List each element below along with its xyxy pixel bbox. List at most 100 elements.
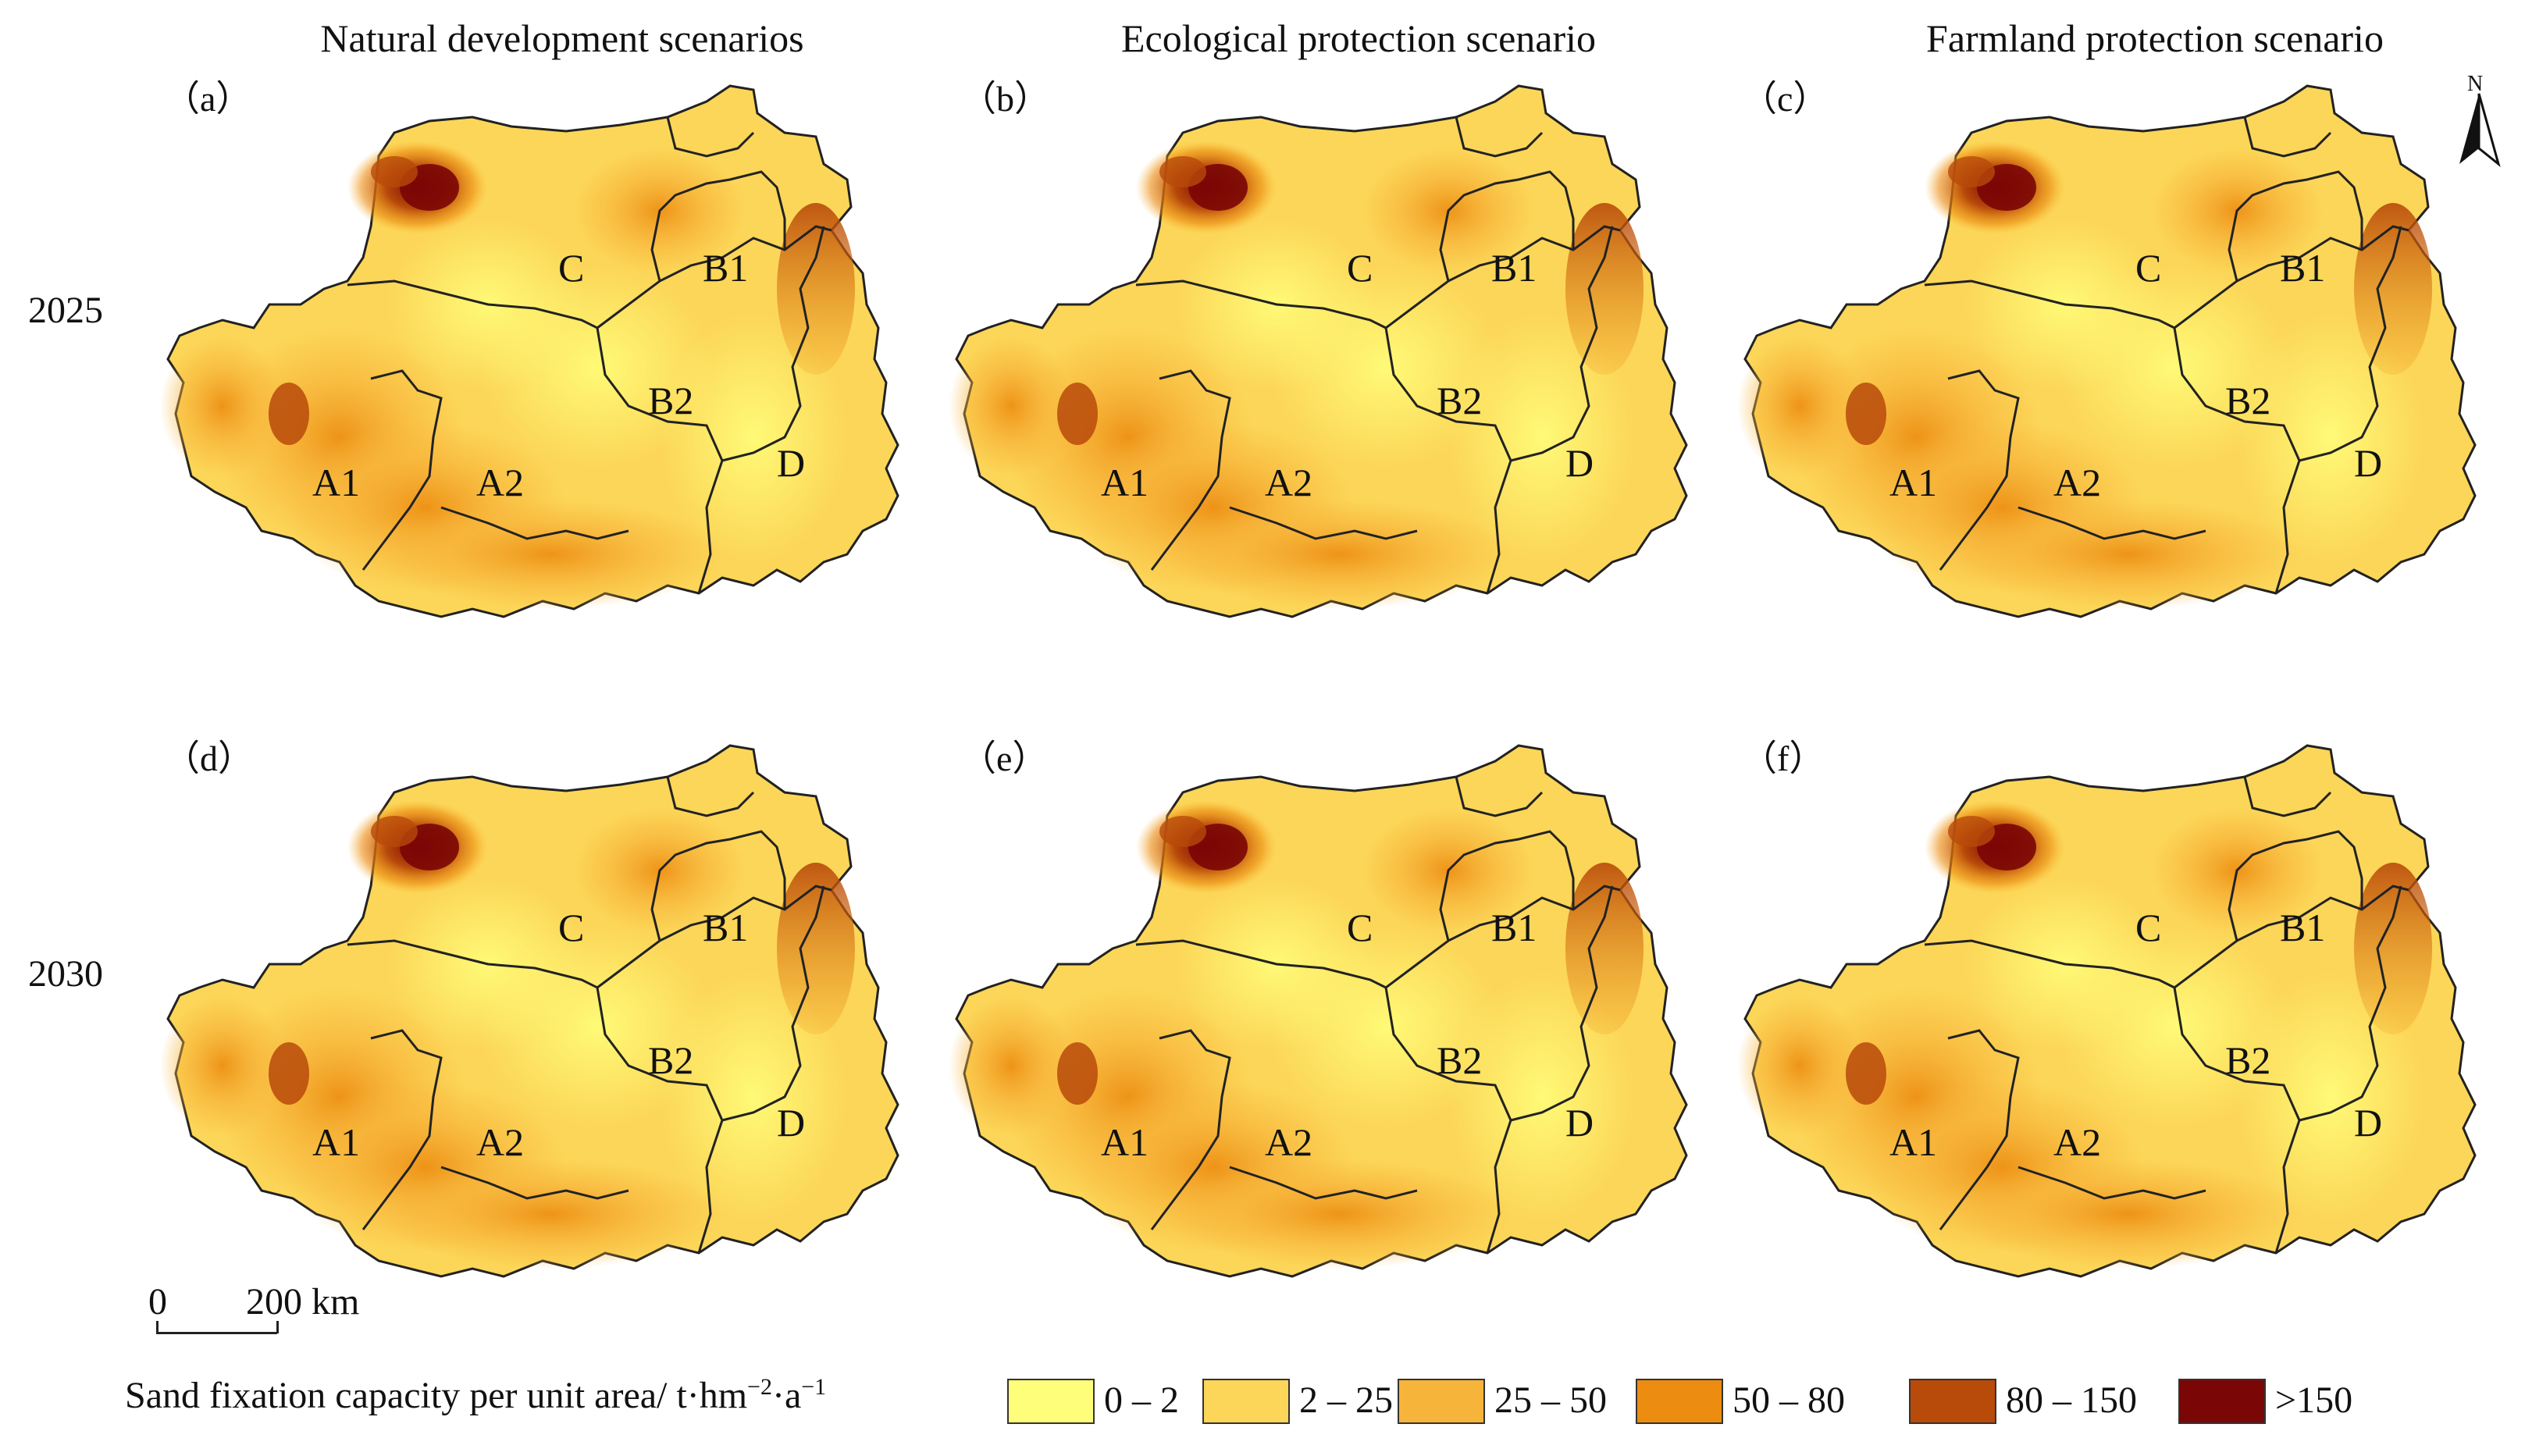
zone-boundary xyxy=(2018,1166,2206,1200)
map-panel-f xyxy=(1737,744,2477,1278)
zone-boundary xyxy=(1384,987,1512,1254)
zone-boundary xyxy=(1135,939,1387,989)
zone-label-a1: A1 xyxy=(312,1120,360,1164)
zone-label-b2: B2 xyxy=(1437,1038,1482,1082)
zone-boundary xyxy=(347,939,598,989)
zone-boundary xyxy=(1510,226,1614,462)
zone-label-c: C xyxy=(1347,246,1373,290)
zone-boundary xyxy=(597,885,832,989)
zone-boundary xyxy=(2173,327,2301,594)
zone-boundary xyxy=(2018,506,2206,540)
legend-swatch xyxy=(1202,1379,1290,1424)
zone-label-d: D xyxy=(777,1101,805,1145)
zone-boundary xyxy=(440,506,629,540)
zone-label-a2: A2 xyxy=(1265,1120,1312,1164)
row-label-2030: 2030 xyxy=(28,953,103,995)
legend-swatch xyxy=(1398,1379,1485,1424)
zone-boundary xyxy=(2243,776,2332,817)
zone-boundary xyxy=(1150,1029,1231,1230)
zone-label-c: C xyxy=(1347,906,1373,949)
legend-label: 80 – 150 xyxy=(2006,1379,2137,1421)
map-panel-c xyxy=(1737,84,2477,618)
zone-boundary xyxy=(2228,170,2363,282)
north-arrow-icon: N xyxy=(2459,72,2501,168)
zone-label-b1: B1 xyxy=(1491,246,1537,290)
zone-label-b1: B1 xyxy=(1491,906,1537,949)
zone-label-a2: A2 xyxy=(2053,1120,2101,1164)
zone-label-c: C xyxy=(2135,906,2161,949)
zone-boundary xyxy=(597,225,832,329)
scale-bar-line xyxy=(156,1332,277,1334)
zone-boundary xyxy=(1439,830,1575,942)
zone-label-b2: B2 xyxy=(648,1038,693,1082)
scale-bar: 0 200 km xyxy=(133,1280,414,1358)
scale-bar-end: 200 km xyxy=(246,1281,360,1323)
zone-boundary xyxy=(1150,369,1231,571)
legend-label: 2 – 25 xyxy=(1299,1379,1393,1421)
zone-boundary xyxy=(650,170,786,282)
zone-boundary xyxy=(721,226,825,462)
zone-label-a1: A1 xyxy=(1889,461,1937,504)
zone-label-a1: A1 xyxy=(1101,1120,1149,1164)
svg-text:N: N xyxy=(2467,72,2483,96)
zone-label-a2: A2 xyxy=(2053,461,2101,504)
panel-letter-d: （d） xyxy=(164,739,254,778)
zone-label-b2: B2 xyxy=(2225,1038,2270,1082)
column-title-natural: Natural development scenarios xyxy=(320,16,804,60)
row-label-2025: 2025 xyxy=(28,290,103,331)
panel-letter-e: （e） xyxy=(960,739,1049,778)
column-title-ecological: Ecological protection scenario xyxy=(1120,16,1597,60)
legend-title: Sand fixation capacity per unit area/ t·… xyxy=(125,1374,827,1416)
legend-label: 25 – 50 xyxy=(1494,1379,1607,1421)
zone-boundary xyxy=(2173,987,2301,1254)
zone-boundary xyxy=(1455,776,1544,817)
zone-boundary xyxy=(1384,327,1512,594)
zone-boundary xyxy=(2299,226,2402,462)
zone-boundary xyxy=(650,830,786,942)
zone-label-c: C xyxy=(558,246,584,290)
zone-label-b1: B1 xyxy=(2280,246,2325,290)
zone-boundary xyxy=(721,885,825,1122)
panel-letter-a: （a） xyxy=(164,79,252,119)
zone-boundary xyxy=(2174,225,2409,329)
zone-boundary xyxy=(361,1029,443,1230)
legend-label: >150 xyxy=(2275,1379,2353,1421)
map-panel-e xyxy=(949,744,1688,1278)
zone-boundary xyxy=(1455,116,1544,158)
legend-swatch xyxy=(1636,1379,1723,1424)
zone-label-c: C xyxy=(558,906,584,949)
legend-label: 0 – 2 xyxy=(1104,1379,1179,1421)
zone-boundary xyxy=(2243,116,2332,158)
zone-label-b2: B2 xyxy=(648,379,693,422)
zone-boundary xyxy=(1939,369,2020,571)
legend-swatch xyxy=(1007,1379,1095,1424)
zone-label-d: D xyxy=(1565,441,1594,485)
map-panel-b xyxy=(949,84,1688,618)
panel-letter-c: （c） xyxy=(1741,79,1829,119)
panel-letter-f: （f） xyxy=(1741,739,1825,778)
zone-boundary xyxy=(1229,1166,1418,1200)
legend-swatch xyxy=(1909,1379,1996,1424)
scale-bar-start: 0 xyxy=(148,1281,167,1323)
zone-label-b1: B1 xyxy=(703,246,748,290)
legend-swatch xyxy=(2178,1379,2266,1424)
zone-boundary xyxy=(666,116,755,158)
zone-label-d: D xyxy=(777,441,805,485)
zone-label-b1: B1 xyxy=(2280,906,2325,949)
zone-boundary xyxy=(1924,279,2175,329)
zone-boundary xyxy=(2299,885,2402,1122)
zone-boundary xyxy=(361,369,443,571)
zone-label-d: D xyxy=(1565,1101,1594,1145)
zone-boundary xyxy=(1510,885,1614,1122)
zone-label-a1: A1 xyxy=(1889,1120,1937,1164)
zone-label-a2: A2 xyxy=(476,461,524,504)
zone-label-b1: B1 xyxy=(703,906,748,949)
zone-label-a2: A2 xyxy=(1265,461,1312,504)
zone-label-b2: B2 xyxy=(1437,379,1482,422)
zone-boundary xyxy=(1924,939,2175,989)
map-panel-d xyxy=(160,744,899,1278)
zone-boundary xyxy=(1135,279,1387,329)
zone-boundary xyxy=(2228,830,2363,942)
zone-label-d: D xyxy=(2354,1101,2382,1145)
zone-label-b2: B2 xyxy=(2225,379,2270,422)
